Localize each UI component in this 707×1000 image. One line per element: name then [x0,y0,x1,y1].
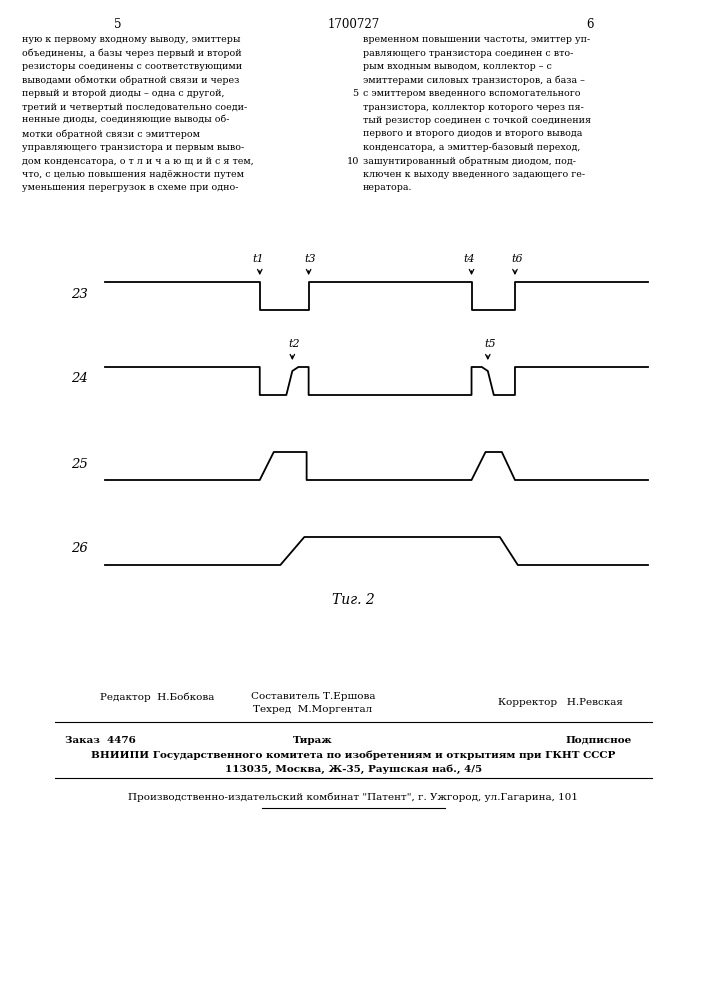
Text: эмиттерами силовых транзисторов, а база –: эмиттерами силовых транзисторов, а база … [363,76,585,85]
Text: первого и второго диодов и второго вывода: первого и второго диодов и второго вывод… [363,129,583,138]
Text: Составитель Т.Ершова: Составитель Т.Ершова [251,692,375,701]
Text: мотки обратной связи с эмиттером: мотки обратной связи с эмиттером [22,129,200,139]
Text: уменьшения перегрузок в схеме при одно-: уменьшения перегрузок в схеме при одно- [22,184,238,192]
Text: ВНИИПИ Государственного комитета по изобретениям и открытиям при ГКНТ СССР: ВНИИПИ Государственного комитета по изоб… [91,750,616,760]
Text: выводами обмотки обратной связи и через: выводами обмотки обратной связи и через [22,76,240,85]
Text: t1: t1 [252,254,264,264]
Text: t4: t4 [464,254,475,264]
Text: ключен к выходу введенного задающего ге-: ключен к выходу введенного задающего ге- [363,170,585,179]
Text: Подписное: Подписное [565,736,631,745]
Text: t3: t3 [305,254,317,264]
Text: временном повышении частоты, эмиттер уп-: временном повышении частоты, эмиттер уп- [363,35,590,44]
Text: с эмиттером введенного вспомогательного: с эмиттером введенного вспомогательного [363,89,580,98]
Text: Заказ  4476: Заказ 4476 [65,736,136,745]
Text: рым входным выводом, коллектор – с: рым входным выводом, коллектор – с [363,62,552,71]
Text: резисторы соединены с соответствующими: резисторы соединены с соответствующими [22,62,242,71]
Text: Тираж: Тираж [293,736,333,745]
Text: ную к первому входному выводу, эмиттеры: ную к первому входному выводу, эмиттеры [22,35,240,44]
Text: нератора.: нератора. [363,184,412,192]
Text: 10: 10 [347,156,359,165]
Text: t2: t2 [288,339,300,349]
Text: ненные диоды, соединяющие выводы об-: ненные диоды, соединяющие выводы об- [22,116,230,125]
Text: 23: 23 [71,288,88,300]
Text: зашунтированный обратным диодом, под-: зашунтированный обратным диодом, под- [363,156,576,166]
Text: Производственно-издательский комбинат "Патент", г. Ужгород, ул.Гагарина, 101: Производственно-издательский комбинат "П… [129,792,578,802]
Text: 6: 6 [586,18,594,31]
Text: 1700727: 1700727 [327,18,380,31]
Text: Τиг. 2: Τиг. 2 [332,593,375,607]
Text: Редактор  Н.Бобкова: Редактор Н.Бобкова [100,692,214,702]
Text: равляющего транзистора соединен с вто-: равляющего транзистора соединен с вто- [363,48,573,57]
Text: что, с целью повышения надёжности путем: что, с целью повышения надёжности путем [22,170,244,179]
Text: транзистора, коллектор которого через пя-: транзистора, коллектор которого через пя… [363,103,584,111]
Text: тый резистор соединен с точкой соединения: тый резистор соединен с точкой соединени… [363,116,591,125]
Text: объединены, а базы через первый и второй: объединены, а базы через первый и второй [22,48,242,58]
Text: 26: 26 [71,542,88,556]
Text: управляющего транзистора и первым выво-: управляющего транзистора и первым выво- [22,143,244,152]
Text: t6: t6 [511,254,522,264]
Text: Техред  М.Моргентал: Техред М.Моргентал [253,705,373,714]
Text: 5: 5 [115,18,122,31]
Text: 113035, Москва, Ж-35, Раушская наб., 4/5: 113035, Москва, Ж-35, Раушская наб., 4/5 [225,764,482,774]
Text: 25: 25 [71,458,88,471]
Text: конденсатора, а эмиттер-базовый переход,: конденсатора, а эмиттер-базовый переход, [363,143,580,152]
Text: t5: t5 [484,339,496,349]
Text: 24: 24 [71,372,88,385]
Text: 5: 5 [352,89,358,98]
Text: третий и четвертый последовательно соеди-: третий и четвертый последовательно соеди… [22,103,247,111]
Text: Корректор   Н.Ревская: Корректор Н.Ревская [498,698,622,707]
Text: дом конденсатора, о т л и ч а ю щ и й с я тем,: дом конденсатора, о т л и ч а ю щ и й с … [22,156,254,165]
Text: первый и второй диоды – одна с другой,: первый и второй диоды – одна с другой, [22,89,225,98]
